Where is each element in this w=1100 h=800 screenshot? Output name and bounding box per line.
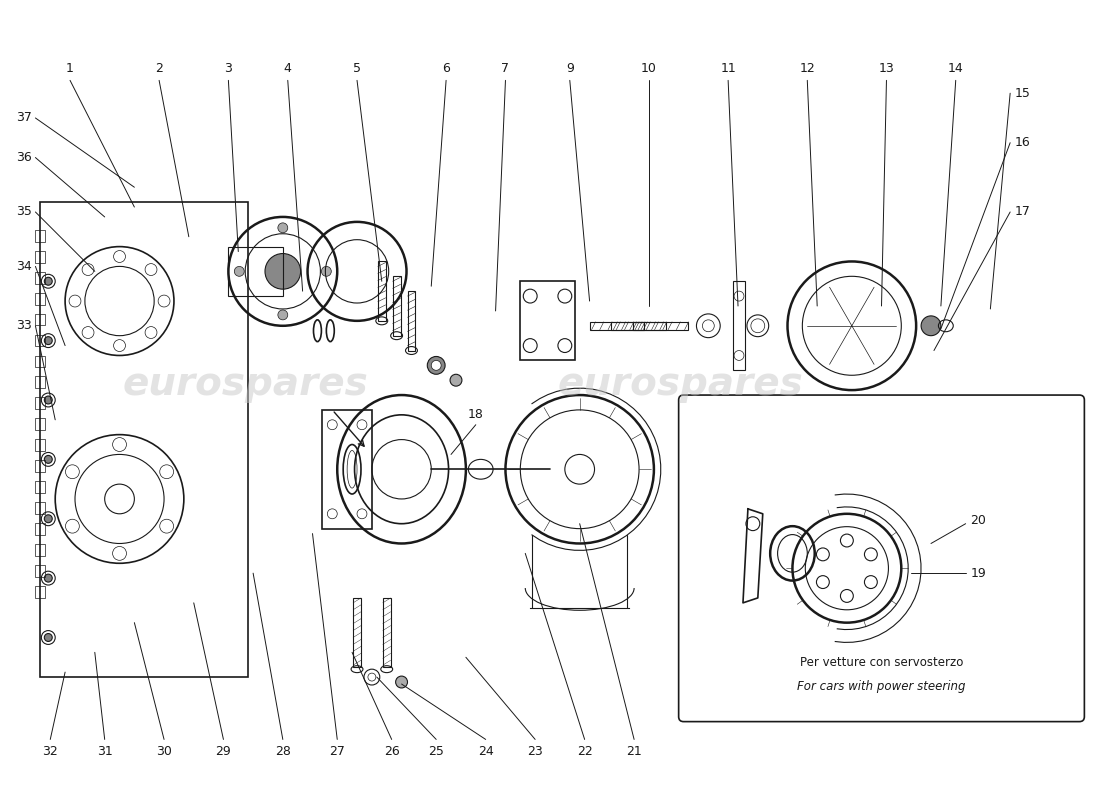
Text: eurospares: eurospares: [558, 365, 803, 403]
Text: 18: 18: [468, 408, 484, 422]
Bar: [41, 202, 249, 677]
Text: Per vetture con servosterzo: Per vetture con servosterzo: [800, 656, 964, 669]
Circle shape: [44, 337, 52, 345]
Circle shape: [44, 455, 52, 463]
Text: 37: 37: [15, 111, 32, 125]
Text: 6: 6: [442, 62, 450, 75]
Text: 13: 13: [879, 62, 894, 75]
Circle shape: [431, 361, 441, 370]
Text: 31: 31: [97, 745, 112, 758]
Text: 27: 27: [329, 745, 345, 758]
Bar: [520, 282, 574, 361]
Circle shape: [450, 374, 462, 386]
Bar: [35, 377, 45, 388]
Bar: [35, 250, 45, 262]
Circle shape: [921, 316, 940, 336]
Text: 9: 9: [565, 62, 574, 75]
Bar: [35, 230, 45, 242]
Text: 12: 12: [800, 62, 815, 75]
Text: 5: 5: [353, 62, 361, 75]
Circle shape: [265, 254, 300, 289]
Bar: [35, 418, 45, 430]
Text: 26: 26: [384, 745, 399, 758]
Text: 34: 34: [15, 260, 32, 273]
Bar: [35, 314, 45, 326]
Bar: [35, 460, 45, 472]
Bar: [35, 482, 45, 493]
Bar: [383, 598, 390, 667]
Bar: [35, 439, 45, 451]
Bar: [733, 282, 745, 370]
Bar: [35, 523, 45, 535]
Text: 1: 1: [66, 62, 74, 75]
Text: 2: 2: [155, 62, 163, 75]
Text: 35: 35: [15, 206, 32, 218]
Text: 22: 22: [576, 745, 593, 758]
Text: 7: 7: [502, 62, 509, 75]
Text: 11: 11: [720, 62, 736, 75]
Text: 36: 36: [15, 151, 32, 164]
Text: 14: 14: [948, 62, 964, 75]
Bar: [35, 544, 45, 556]
Text: 33: 33: [15, 319, 32, 332]
Circle shape: [44, 278, 52, 286]
Bar: [393, 276, 400, 336]
Bar: [35, 355, 45, 367]
Text: 24: 24: [477, 745, 494, 758]
Bar: [353, 598, 361, 667]
Bar: [229, 246, 283, 296]
Bar: [612, 322, 666, 330]
Bar: [322, 410, 372, 529]
Circle shape: [278, 223, 288, 233]
Text: 28: 28: [275, 745, 290, 758]
Bar: [35, 293, 45, 305]
Circle shape: [321, 266, 331, 276]
Circle shape: [234, 266, 244, 276]
Bar: [35, 586, 45, 598]
Text: 16: 16: [1015, 136, 1031, 150]
Bar: [634, 322, 688, 330]
Circle shape: [278, 310, 288, 320]
Bar: [590, 322, 644, 330]
Bar: [377, 262, 386, 321]
Text: 32: 32: [43, 745, 58, 758]
Circle shape: [44, 574, 52, 582]
Bar: [35, 272, 45, 283]
Text: 17: 17: [1015, 206, 1031, 218]
Circle shape: [396, 676, 407, 688]
Bar: [35, 334, 45, 346]
Text: For cars with power steering: For cars with power steering: [798, 681, 966, 694]
FancyBboxPatch shape: [679, 395, 1085, 722]
Bar: [407, 291, 416, 350]
Text: 30: 30: [156, 745, 172, 758]
Text: 15: 15: [1015, 86, 1031, 100]
Text: 23: 23: [527, 745, 543, 758]
Bar: [35, 398, 45, 410]
Text: 3: 3: [224, 62, 232, 75]
Text: eurospares: eurospares: [122, 365, 369, 403]
Circle shape: [44, 634, 52, 642]
Text: 20: 20: [970, 514, 987, 527]
Text: 19: 19: [970, 566, 987, 580]
Text: 29: 29: [216, 745, 231, 758]
Text: 25: 25: [428, 745, 444, 758]
Circle shape: [427, 357, 446, 374]
Text: 21: 21: [626, 745, 642, 758]
Circle shape: [44, 514, 52, 522]
Text: 4: 4: [284, 62, 292, 75]
Bar: [35, 565, 45, 577]
Circle shape: [44, 396, 52, 404]
Text: 10: 10: [641, 62, 657, 75]
Bar: [35, 502, 45, 514]
